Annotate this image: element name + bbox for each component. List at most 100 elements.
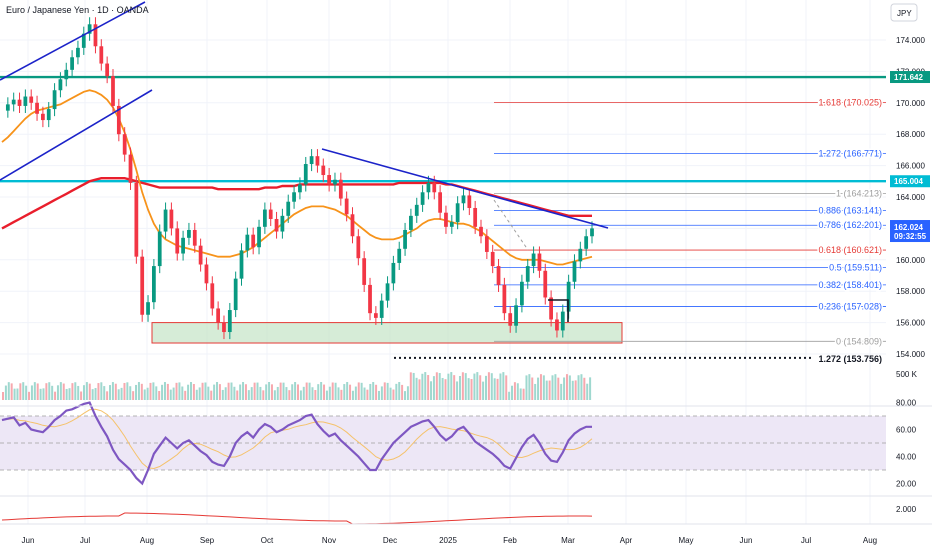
volume-bar [554, 374, 557, 400]
candle-body [432, 182, 437, 193]
volume-bar [369, 383, 372, 400]
volume-bar [502, 372, 505, 400]
candle-body [122, 134, 127, 155]
channel-lower-line[interactable] [0, 89, 153, 181]
volume-bar [346, 382, 349, 400]
candle-body [572, 261, 577, 282]
volume-bar [279, 382, 282, 400]
candle-body [175, 228, 180, 254]
volume-bar [259, 386, 262, 400]
volume-bar [294, 382, 297, 400]
candle-body [187, 229, 191, 238]
descending-trend-line[interactable] [321, 148, 609, 229]
volume-bar [68, 388, 71, 400]
volume-bar [340, 389, 343, 400]
volume-bar [28, 391, 31, 400]
volume-bar [577, 375, 580, 400]
volume-bar [123, 382, 126, 400]
volume-bar [276, 386, 279, 400]
volume-bar [482, 381, 485, 400]
volume-bar [438, 373, 441, 400]
price-tag-bg [890, 175, 930, 188]
candle-body [93, 24, 98, 47]
price-axis-tick: 154.000 [896, 350, 925, 359]
volume-bar [120, 387, 123, 400]
time-axis[interactable]: Jun Jul Aug Sep Oct Nov Dec 2025 Feb Mar Apr May Jun… [22, 536, 878, 545]
volume-bar [117, 389, 120, 400]
trend-lines[interactable] [0, 1, 609, 322]
candle-body [52, 90, 57, 110]
volume-bar [25, 385, 28, 400]
volume-bar [299, 390, 302, 400]
volume-bar [187, 384, 190, 400]
volume-bar [132, 391, 135, 400]
volume-bar [328, 386, 331, 400]
candle-body [292, 192, 296, 202]
volume-bar [551, 375, 554, 400]
candle-body [222, 322, 226, 333]
candle-body [479, 226, 483, 237]
volume-bar [398, 382, 401, 400]
volume-bar [282, 382, 285, 400]
candlestick-series [5, 17, 594, 340]
volume-bar [94, 388, 97, 400]
candle-body [514, 305, 518, 326]
price-axis-tick: 156.000 [896, 319, 925, 328]
candle-body [274, 218, 279, 232]
volume-bar [233, 386, 236, 400]
current-price-label: 162.024 [894, 223, 923, 232]
time-axis-tick: Aug [863, 536, 877, 545]
volume-axis-label: 500 K [896, 370, 918, 379]
candle-body [333, 179, 337, 185]
volume-bar [192, 384, 195, 400]
volume-bar [305, 382, 308, 400]
candle-body [525, 266, 530, 282]
volume-bar [311, 387, 314, 400]
volume-bar [178, 382, 181, 400]
volume-bar [383, 382, 386, 400]
bottom-indicator-line [1, 512, 593, 525]
volume-bar [343, 384, 346, 400]
volume-bar [375, 384, 378, 400]
candle-body [362, 258, 367, 285]
volume-bar [531, 377, 534, 400]
volume-bar [137, 382, 140, 400]
candle-body [508, 313, 513, 326]
volume-bar [140, 383, 143, 400]
fib-retracement[interactable]: 1.618 (170.025) 1.272 (166.771) 1 (164.213… [394, 96, 886, 364]
volume-bar [404, 391, 407, 400]
candle-body [268, 209, 273, 219]
support-zone [151, 322, 623, 344]
currency-button[interactable]: JPY [890, 3, 918, 22]
volume-bar [270, 384, 273, 400]
volume-bar [273, 390, 276, 400]
volume-bar [444, 379, 447, 400]
candle-body [251, 234, 256, 248]
volume-bar [16, 388, 19, 400]
candle-body [227, 310, 232, 333]
rsi-axis[interactable]: 80.00 60.00 40.00 20.00 [896, 399, 917, 489]
candle-body [455, 203, 460, 223]
candle-body [105, 63, 110, 77]
volume-bar [519, 388, 522, 400]
volume-bar [545, 380, 548, 400]
volume-bar [308, 382, 311, 400]
volume-bar [392, 389, 395, 400]
volume-bar [389, 387, 392, 400]
candle-body [198, 245, 203, 265]
candle-body [338, 179, 343, 199]
channel-upper-line[interactable] [0, 1, 146, 81]
candle-body [549, 297, 553, 320]
volume-bar [152, 382, 155, 400]
volume-bar [224, 387, 227, 400]
volume-bar [10, 383, 13, 400]
candle-body [245, 234, 250, 251]
volume-bar [395, 383, 398, 400]
volume-bar [288, 390, 291, 400]
candle-body [414, 204, 419, 216]
volume-bar [169, 389, 172, 400]
volume-bar [268, 382, 271, 400]
volume-bar [484, 375, 487, 400]
volume-bar [534, 383, 537, 400]
